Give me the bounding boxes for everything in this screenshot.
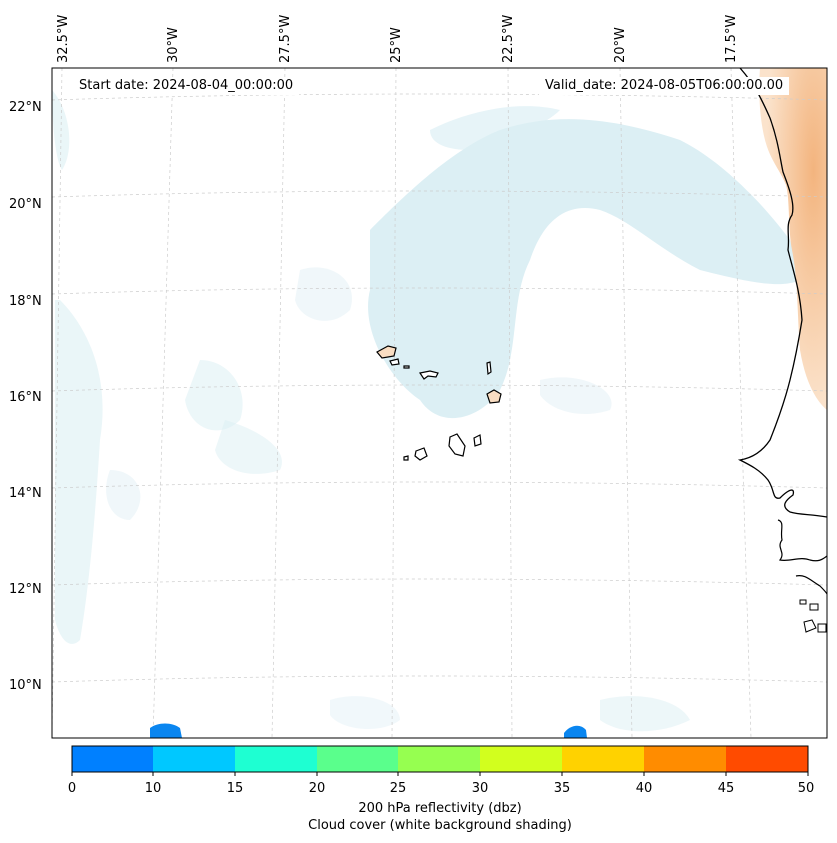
lon-label-20w: 20°W	[613, 27, 628, 63]
map-border	[51, 67, 828, 739]
longitude-labels: 32.5°W 30°W 27.5°W 25°W 22.5°W 20°W 17.5…	[56, 15, 739, 63]
colorbar	[71, 745, 809, 776]
latitude-labels: 22°N 20°N 18°N 16°N 14°N 12°N 10°N	[9, 100, 42, 693]
colorbar-tick-10: 10	[144, 781, 162, 796]
colorbar-tick-20: 20	[308, 781, 326, 796]
gridlines	[52, 68, 827, 738]
colorbar-segment-45-50	[726, 746, 808, 772]
colorbar-segment-15-20	[235, 746, 317, 772]
colorbar-tick-45: 45	[717, 781, 735, 796]
colorbar-tick-35: 35	[553, 781, 571, 796]
island-fogo	[414, 447, 428, 461]
land-warm-shading	[759, 68, 827, 410]
colorbar-tick-50: 50	[797, 781, 815, 796]
reflectivity-cell-east	[564, 725, 587, 738]
bijagos-islands	[799, 599, 827, 633]
guinea-bissau-coast	[777, 519, 827, 562]
colorbar-tick-40: 40	[635, 781, 653, 796]
lat-label-14n: 14°N	[9, 486, 42, 501]
colorbar-segment-20-25	[317, 746, 399, 772]
lat-label-18n: 18°N	[9, 294, 42, 309]
lon-label-17-5w: 17.5°W	[724, 15, 739, 63]
island-santiago	[448, 433, 466, 457]
lat-label-10n: 10°N	[9, 678, 42, 693]
island-santa-luzia	[403, 365, 410, 369]
colorbar-tick-0: 0	[67, 781, 77, 796]
island-sao-vicente	[389, 358, 400, 366]
colorbar-segment-40-45	[644, 746, 726, 772]
lat-label-12n: 12°N	[9, 582, 42, 597]
colorbar-segment-25-30	[398, 746, 480, 772]
colorbar-border	[71, 745, 809, 773]
colorbar-segment-0-10	[72, 746, 154, 772]
colorbar-segment-10-15	[153, 746, 235, 772]
lat-label-22n: 22°N	[9, 100, 42, 115]
african-coastline	[737, 68, 827, 518]
guinea-coast	[795, 575, 827, 595]
island-sal	[486, 361, 492, 376]
colorbar-segment-30-35	[480, 746, 562, 772]
colorbar-segment-35-40	[562, 746, 644, 772]
colorbar-tick-25: 25	[389, 781, 407, 796]
island-boa-vista	[486, 389, 502, 404]
colorbar-label-cloud-cover: Cloud cover (white background shading)	[308, 818, 572, 833]
island-brava	[403, 455, 409, 461]
lon-label-22-5w: 22.5°W	[501, 15, 516, 63]
lat-label-20n: 20°N	[9, 197, 42, 212]
start-date-label: Start date: 2024-08-04_00:00:00	[73, 77, 300, 95]
cape-verde-islands	[376, 345, 502, 461]
cloud-cover-shading	[52, 90, 800, 732]
colorbar-label-reflectivity: 200 hPa reflectivity (dbz)	[358, 801, 522, 816]
island-santo-antao	[376, 345, 397, 359]
colorbar-tick-30: 30	[471, 781, 489, 796]
lon-label-32-5w: 32.5°W	[56, 15, 71, 63]
valid-date-label: Valid_date: 2024-08-05T06:00:00.00	[539, 77, 790, 95]
island-sao-nicolau	[419, 370, 439, 380]
reflectivity-cell-west	[150, 723, 182, 738]
lon-label-30w: 30°W	[166, 27, 181, 63]
lat-label-16n: 16°N	[9, 390, 42, 405]
lon-label-25w: 25°W	[389, 27, 404, 63]
lon-label-27-5w: 27.5°W	[278, 15, 293, 63]
colorbar-tick-15: 15	[226, 781, 244, 796]
island-maio	[473, 434, 482, 447]
